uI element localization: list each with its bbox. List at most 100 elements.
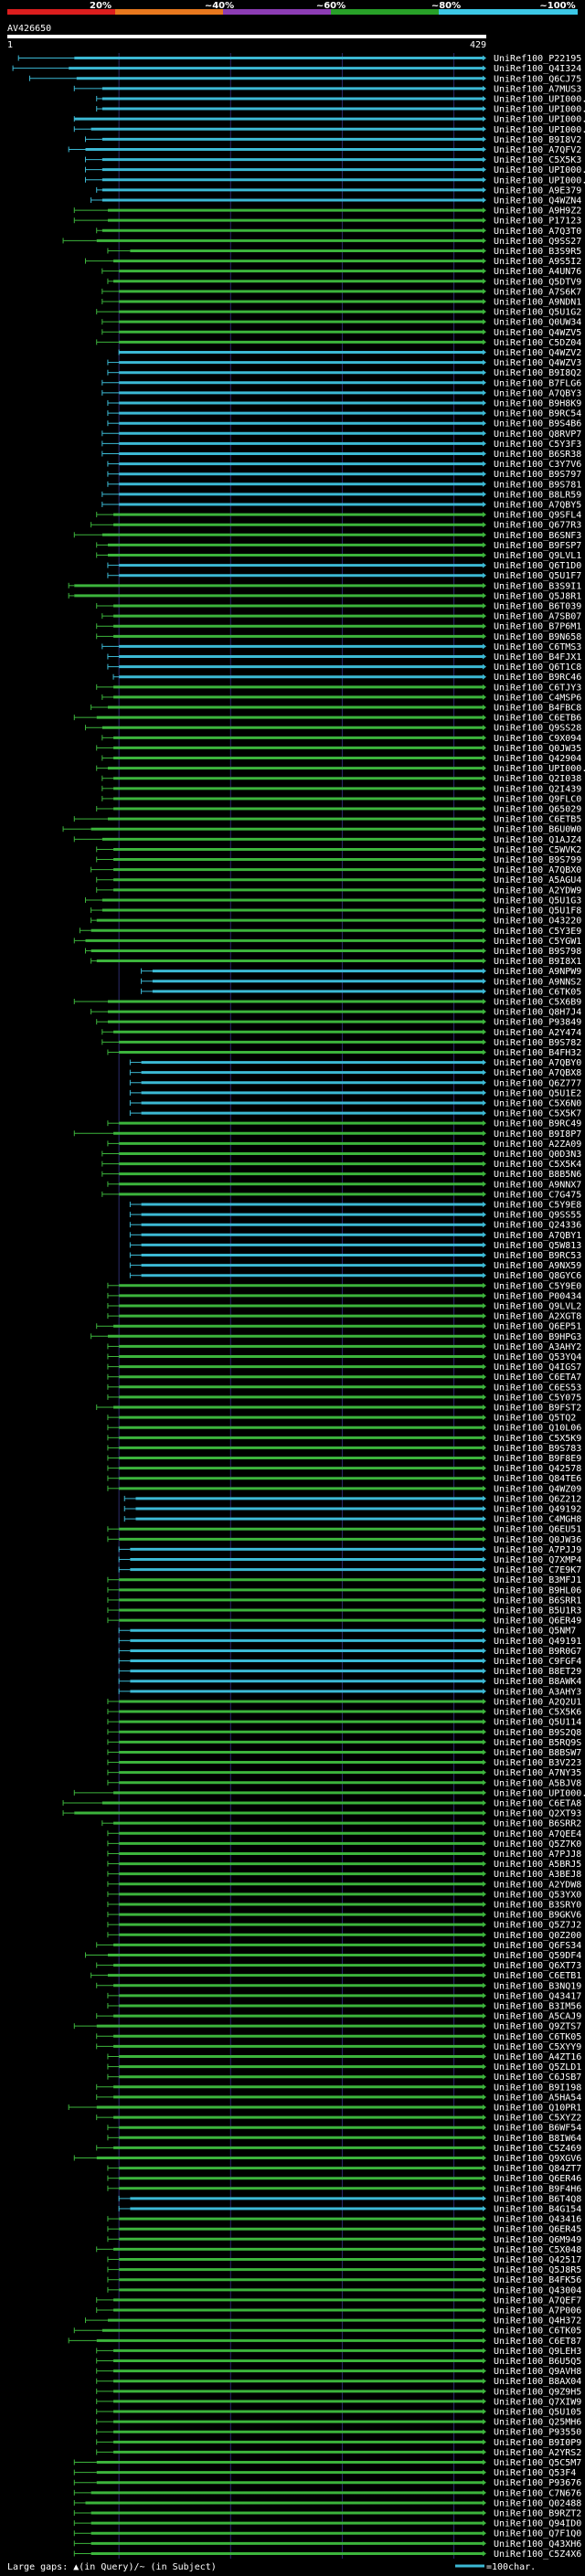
hit-row[interactable]: UniRef100_UPI000... <box>73 115 585 125</box>
hit-row[interactable]: UniRef100_C5X5K3 <box>85 155 582 165</box>
hit-label[interactable]: UniRef100_B8AX04 <box>494 2377 581 2387</box>
hit-row[interactable]: UniRef100_B4G154 <box>118 2205 581 2215</box>
hit-row[interactable]: UniRef100_Q8RVP7 <box>101 429 582 440</box>
hit-label[interactable]: UniRef100_A7PJJ8 <box>494 1850 581 1860</box>
hit-label[interactable]: UniRef100_Q42578 <box>494 1464 581 1474</box>
hit-label[interactable]: UniRef100_A7P006 <box>494 2306 581 2316</box>
hit-row[interactable]: UniRef100_C6ET87 <box>68 2337 581 2347</box>
hit-row[interactable]: UniRef100_A7SB07 <box>101 612 582 622</box>
hit-row[interactable]: UniRef100_A2ZA09 <box>107 1140 581 1150</box>
hit-row[interactable]: UniRef100_A7QEE4 <box>107 1829 581 1839</box>
hit-row[interactable]: UniRef100_Q42517 <box>107 2255 581 2265</box>
hit-row[interactable]: UniRef100_B9RC49 <box>107 1119 581 1129</box>
hit-label[interactable]: UniRef100_Q4WZN4 <box>494 196 581 206</box>
hit-row[interactable]: UniRef100_Q6FS34 <box>96 1941 582 1951</box>
hit-row[interactable]: UniRef100_A7QBY1 <box>129 1231 581 1241</box>
hit-row[interactable]: UniRef100_B4FK56 <box>107 2275 581 2285</box>
hit-label[interactable]: UniRef100_B9GKV6 <box>494 1911 581 1921</box>
hit-row[interactable]: UniRef100_Q4WZV5 <box>101 328 582 338</box>
hit-label[interactable]: UniRef100_Q6T1D0 <box>494 561 581 571</box>
hit-label[interactable]: UniRef100_Q4I324 <box>494 64 581 74</box>
hit-row[interactable]: UniRef100_Q677R3 <box>90 521 582 531</box>
hit-row[interactable]: UniRef100_C5Y3E9 <box>79 927 581 937</box>
hit-label[interactable]: UniRef100_C5Z4X6 <box>494 2549 581 2560</box>
hit-row[interactable]: UniRef100_B9I8X1 <box>90 957 582 967</box>
hit-row[interactable]: UniRef100_Q43417 <box>107 1991 581 2001</box>
hit-label[interactable]: UniRef100_Q9ZTS7 <box>494 2022 581 2032</box>
hit-row[interactable]: UniRef100_Q0JW35 <box>96 744 582 754</box>
hit-label[interactable]: UniRef100_C5WVK2 <box>494 845 581 855</box>
hit-label[interactable]: UniRef100_UPI000... <box>494 764 585 774</box>
hit-row[interactable]: UniRef100_C5Y9E0 <box>107 1281 581 1291</box>
hit-row[interactable]: UniRef100_B6SRR1 <box>107 1595 581 1606</box>
hit-label[interactable]: UniRef100_P22195 <box>494 54 581 64</box>
hit-row[interactable]: UniRef100_B3MFJ1 <box>107 1575 581 1585</box>
hit-label[interactable]: UniRef100_Q5U1E2 <box>494 1088 581 1098</box>
hit-label[interactable]: UniRef100_B4G154 <box>494 2205 581 2215</box>
hit-label[interactable]: UniRef100_A3AHY2 <box>494 1342 581 1352</box>
hit-label[interactable]: UniRef100_O43220 <box>494 917 581 927</box>
hit-row[interactable]: UniRef100_Q10PR1 <box>68 2103 581 2113</box>
hit-label[interactable]: UniRef100_Q6CJ75 <box>494 74 581 84</box>
hit-label[interactable]: UniRef100_Q6Z777 <box>494 1078 581 1088</box>
hit-row[interactable]: UniRef100_Q6ER45 <box>107 2225 581 2235</box>
hit-label[interactable]: UniRef100_Q4IGS7 <box>494 1362 581 1373</box>
hit-row[interactable]: UniRef100_Q8GYC6 <box>129 1271 581 1281</box>
hit-row[interactable]: UniRef100_Q5C5M7 <box>73 2458 581 2468</box>
hit-row[interactable]: UniRef100_Q5U1G3 <box>85 896 582 906</box>
hit-label[interactable]: UniRef100_UPI000... <box>494 175 585 186</box>
hit-label[interactable]: UniRef100_B9I8P7 <box>494 1129 581 1140</box>
hit-label[interactable]: UniRef100_B6U5Q5 <box>494 2357 581 2367</box>
hit-row[interactable]: UniRef100_C9X094 <box>101 734 582 744</box>
hit-label[interactable]: UniRef100_C6TJY3 <box>494 683 581 693</box>
hit-row[interactable]: UniRef100_B3S9I1 <box>68 581 581 591</box>
hit-row[interactable]: UniRef100_Q6Z212 <box>123 1494 581 1504</box>
hit-label[interactable]: UniRef100_Q84ZT7 <box>494 2164 581 2174</box>
hit-label[interactable]: UniRef100_A3BEJ8 <box>494 1870 581 1880</box>
hit-label[interactable]: UniRef100_Q94ID0 <box>494 2519 581 2529</box>
hit-label[interactable]: UniRef100_Q9FLC0 <box>494 794 581 804</box>
hit-label[interactable]: UniRef100_B8IW64 <box>494 2134 581 2144</box>
hit-row[interactable]: UniRef100_A7QBX0 <box>90 865 582 875</box>
hit-label[interactable]: UniRef100_B9S782 <box>494 1038 581 1048</box>
hit-row[interactable]: UniRef100_Q9LEH3 <box>96 2347 582 2357</box>
hit-row[interactable]: UniRef100_Q43XH6 <box>73 2539 581 2549</box>
hit-label[interactable]: UniRef100_B6SR38 <box>494 450 581 460</box>
hit-row[interactable]: UniRef100_Q2I038 <box>101 774 582 784</box>
hit-label[interactable]: UniRef100_A7QFV2 <box>494 145 581 155</box>
hit-row[interactable]: UniRef100_Q5U1F8 <box>90 906 582 917</box>
hit-label[interactable]: UniRef100_Q43416 <box>494 2215 581 2225</box>
hit-label[interactable]: UniRef100_Q43417 <box>494 1991 581 2001</box>
hit-row[interactable]: UniRef100_Q9SS28 <box>85 724 582 734</box>
hit-row[interactable]: UniRef100_A9H9Z2 <box>73 207 581 217</box>
hit-label[interactable]: UniRef100_UPI000... <box>494 125 585 135</box>
hit-row[interactable]: UniRef100_Q6T1C8 <box>107 663 581 673</box>
hit-label[interactable]: UniRef100_Q53F4 <box>494 2468 576 2478</box>
hit-row[interactable]: UniRef100_A7QBY0 <box>129 1058 581 1068</box>
hit-label[interactable]: UniRef100_Q677R3 <box>494 521 581 531</box>
hit-label[interactable]: UniRef100_Q0UW34 <box>494 318 581 328</box>
hit-row[interactable]: UniRef100_A7QBY3 <box>101 388 582 398</box>
hit-label[interactable]: UniRef100_Q2XT93 <box>494 1809 581 1819</box>
hit-row[interactable]: UniRef100_B9F8E9 <box>107 1454 581 1464</box>
hit-label[interactable]: UniRef100_B6SNF3 <box>494 531 581 541</box>
hit-label[interactable]: UniRef100_A7QBY1 <box>494 1231 581 1241</box>
hit-row[interactable]: UniRef100_Q0JW36 <box>107 1535 581 1545</box>
hit-label[interactable]: UniRef100_Q53YX0 <box>494 1890 581 1900</box>
hit-label[interactable]: UniRef100_A4ZT16 <box>494 2052 581 2062</box>
hit-label[interactable]: UniRef100_A9NX59 <box>494 1261 581 1271</box>
hit-label[interactable]: UniRef100_Q49191 <box>494 1637 581 1647</box>
hit-row[interactable]: UniRef100_A2XGT8 <box>107 1312 581 1322</box>
hit-label[interactable]: UniRef100_Q02488 <box>494 2498 581 2508</box>
hit-label[interactable]: UniRef100_Q5U105 <box>494 2408 581 2418</box>
hit-row[interactable]: UniRef100_C5X6B9 <box>73 997 581 1007</box>
hit-label[interactable]: UniRef100_C5X5K7 <box>494 1109 581 1119</box>
hit-label[interactable]: UniRef100_B9FST2 <box>494 1404 581 1414</box>
hit-label[interactable]: UniRef100_C5DZ04 <box>494 338 581 348</box>
hit-row[interactable]: UniRef100_Q24336 <box>129 1221 581 1231</box>
hit-label[interactable]: UniRef100_B9RC54 <box>494 409 581 419</box>
hit-label[interactable]: UniRef100_B8BSW7 <box>494 1748 581 1758</box>
hit-row[interactable]: UniRef100_Q9XGV6 <box>73 2154 581 2164</box>
hit-label[interactable]: UniRef100_A7Q3T0 <box>494 227 581 237</box>
hit-row[interactable]: UniRef100_B9I8V2 <box>85 135 582 145</box>
